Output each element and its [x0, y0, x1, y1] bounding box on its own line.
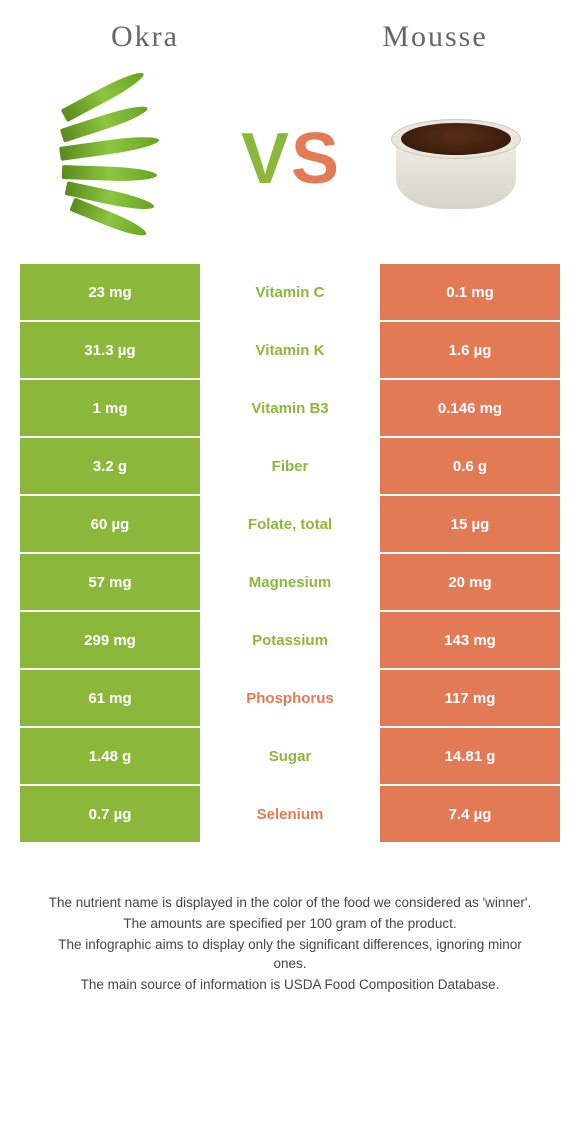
cell-left: 57 mg	[20, 554, 200, 610]
table-row: 299 mgPotassium143 mg	[20, 612, 560, 670]
cell-left: 0.7 µg	[20, 786, 200, 842]
cell-left: 61 mg	[20, 670, 200, 726]
table-row: 3.2 gFiber0.6 g	[20, 438, 560, 496]
table-row: 1 mgVitamin B30.146 mg	[20, 380, 560, 438]
cell-left: 1.48 g	[20, 728, 200, 784]
cell-label: Folate, total	[200, 496, 380, 552]
cell-left: 3.2 g	[20, 438, 200, 494]
cell-left: 1 mg	[20, 380, 200, 436]
cell-right: 0.1 mg	[380, 264, 560, 320]
table-row: 23 mgVitamin C0.1 mg	[20, 264, 560, 322]
footer-line-3: The infographic aims to display only the…	[40, 936, 540, 974]
cell-right: 20 mg	[380, 554, 560, 610]
nutrient-table: 23 mgVitamin C0.1 mg31.3 µgVitamin K1.6 …	[20, 264, 560, 844]
okra-image	[34, 74, 214, 244]
table-row: 57 mgMagnesium20 mg	[20, 554, 560, 612]
cell-label: Vitamin B3	[200, 380, 380, 436]
cell-right: 7.4 µg	[380, 786, 560, 842]
footer-line-2: The amounts are specified per 100 gram o…	[40, 915, 540, 934]
footer-line-4: The main source of information is USDA F…	[40, 976, 540, 995]
cell-right: 0.6 g	[380, 438, 560, 494]
cell-label: Fiber	[200, 438, 380, 494]
vs-v: V	[241, 118, 289, 200]
cell-right: 143 mg	[380, 612, 560, 668]
cell-left: 31.3 µg	[20, 322, 200, 378]
table-row: 61 mgPhosphorus117 mg	[20, 670, 560, 728]
cell-right: 0.146 mg	[380, 380, 560, 436]
mousse-image	[366, 74, 546, 244]
header-right: Mousse	[290, 20, 580, 54]
cell-label: Sugar	[200, 728, 380, 784]
cell-right: 14.81 g	[380, 728, 560, 784]
cell-label: Phosphorus	[200, 670, 380, 726]
cell-left: 60 µg	[20, 496, 200, 552]
header-left: Okra	[0, 20, 290, 54]
vs-label: VS	[241, 118, 339, 200]
cell-label: Magnesium	[200, 554, 380, 610]
cell-label: Selenium	[200, 786, 380, 842]
table-row: 31.3 µgVitamin K1.6 µg	[20, 322, 560, 380]
footer-notes: The nutrient name is displayed in the co…	[40, 894, 540, 994]
cell-left: 299 mg	[20, 612, 200, 668]
cell-right: 117 mg	[380, 670, 560, 726]
image-row: VS	[0, 64, 580, 264]
footer-line-1: The nutrient name is displayed in the co…	[40, 894, 540, 913]
header: Okra Mousse	[0, 0, 580, 64]
table-row: 1.48 gSugar14.81 g	[20, 728, 560, 786]
table-row: 60 µgFolate, total15 µg	[20, 496, 560, 554]
cell-label: Vitamin C	[200, 264, 380, 320]
table-row: 0.7 µgSelenium7.4 µg	[20, 786, 560, 844]
cell-label: Potassium	[200, 612, 380, 668]
cell-left: 23 mg	[20, 264, 200, 320]
cell-label: Vitamin K	[200, 322, 380, 378]
cell-right: 15 µg	[380, 496, 560, 552]
vs-s: S	[291, 118, 339, 200]
cell-right: 1.6 µg	[380, 322, 560, 378]
